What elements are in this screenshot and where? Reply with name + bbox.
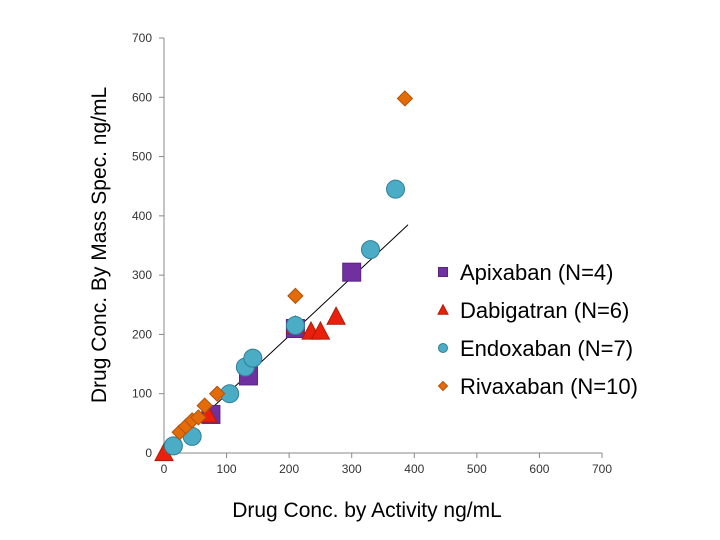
legend-label: Rivaxaban (N=10) [460, 374, 638, 399]
data-point [196, 397, 213, 414]
data-point [386, 179, 406, 199]
x-tick-label: 300 [342, 462, 362, 476]
x-tick-label: 500 [467, 462, 487, 476]
data-point [208, 385, 226, 402]
legend-marker [437, 303, 449, 315]
legend-label: Apixaban (N=4) [460, 260, 613, 285]
y-tick-label: 300 [132, 268, 152, 282]
y-tick-label: 700 [132, 31, 152, 45]
y-tick-label: 100 [132, 387, 152, 401]
data-point [190, 409, 207, 426]
data-point [396, 90, 414, 107]
x-tick-label: 400 [404, 462, 424, 476]
data-point [310, 320, 331, 340]
legend-marker [438, 343, 448, 353]
y-tick-label: 0 [145, 446, 152, 460]
data-point [243, 348, 263, 368]
x-tick-label: 700 [592, 462, 612, 476]
data-point [326, 306, 346, 325]
data-point [285, 316, 305, 336]
legend-marker [437, 380, 449, 392]
axes: 0 100 200 300 400 500 600 700 0 100 200 300 400 500 60… [132, 31, 612, 476]
data-point [163, 436, 183, 456]
data-point [360, 240, 380, 260]
legend-label: Endoxaban (N=7) [460, 336, 633, 361]
series-diamond [171, 90, 414, 441]
y-axis-title: Drug Conc. By Mass Spec. ng/mL [88, 87, 111, 403]
legend-label: Dabigatran (N=6) [460, 298, 629, 323]
data-point [342, 262, 362, 282]
data-points [154, 90, 414, 462]
data-point [287, 287, 304, 305]
legend-marker [438, 267, 448, 277]
legend: Apixaban (N=4) Dabigatran (N=6) Endoxaban … [437, 260, 638, 399]
y-tick-label: 600 [132, 90, 152, 104]
x-tick-label: 600 [529, 462, 549, 476]
x-axis-title: Drug Conc. by Activity ng/mL [232, 499, 502, 522]
series-circle [163, 179, 406, 456]
x-tick-label: 100 [217, 462, 237, 476]
x-tick-label: 0 [161, 462, 168, 476]
y-tick-label: 200 [132, 327, 152, 341]
x-tick-label: 200 [279, 462, 299, 476]
y-tick-label: 500 [132, 150, 152, 164]
y-tick-label: 400 [132, 209, 152, 223]
